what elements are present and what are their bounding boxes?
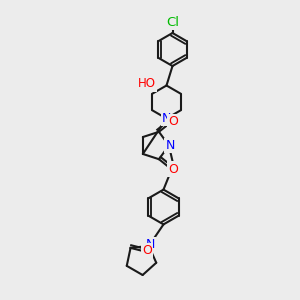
Text: N: N (162, 112, 171, 125)
Text: O: O (168, 116, 178, 128)
Text: Cl: Cl (166, 16, 179, 29)
Text: N: N (166, 139, 175, 152)
Text: O: O (168, 163, 178, 176)
Text: HO: HO (138, 77, 156, 91)
Text: O: O (142, 244, 152, 257)
Text: N: N (146, 238, 155, 251)
